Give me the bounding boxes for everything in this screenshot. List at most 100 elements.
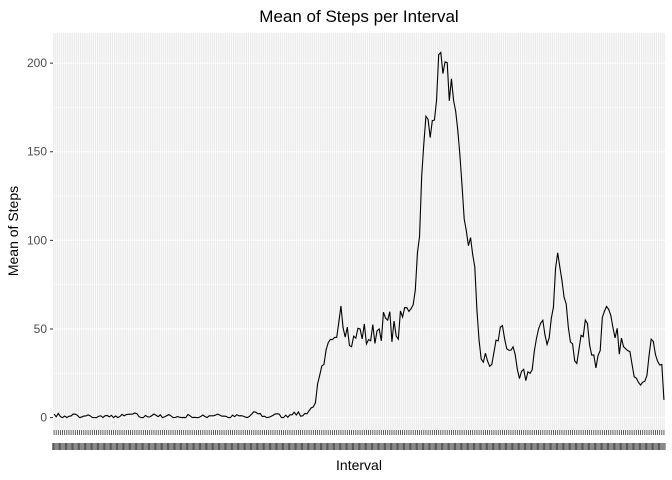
x-tick-label <box>362 443 367 450</box>
x-tick-label <box>358 443 362 450</box>
x-tick-label <box>398 443 403 450</box>
x-tick-label <box>109 443 114 450</box>
x-tick-label <box>483 443 488 450</box>
chart-title: Mean of Steps per Interval <box>259 7 458 26</box>
x-tick-label <box>456 443 460 450</box>
x-tick-label <box>239 443 243 450</box>
x-tick-label <box>207 443 211 450</box>
x-tick-label <box>477 443 481 450</box>
x-tick-label <box>383 443 388 450</box>
x-tick-label <box>198 443 203 450</box>
x-tick-label <box>226 443 231 450</box>
x-tick-label <box>453 443 458 450</box>
x-tick-label <box>179 443 184 450</box>
x-tick-label <box>653 443 658 450</box>
x-tick-label <box>286 443 290 450</box>
x-tick-label <box>598 443 602 450</box>
x-tick-label <box>405 443 409 450</box>
x-tick-label <box>513 443 517 450</box>
x-tick-label <box>324 443 328 450</box>
x-tick-label <box>279 443 284 450</box>
x-tick-label <box>621 443 626 450</box>
x-tick-label <box>498 443 503 450</box>
x-tick-label <box>364 443 369 450</box>
x-tick-label <box>128 443 133 450</box>
x-tick-label <box>90 443 95 450</box>
x-tick-label <box>394 443 398 450</box>
x-tick-label <box>485 443 490 450</box>
x-tick-label <box>162 443 167 450</box>
x-tick-label <box>143 443 148 450</box>
x-tick-label <box>264 443 269 450</box>
x-axis-ticks <box>53 430 665 435</box>
x-tick-label <box>347 443 352 450</box>
x-tick-label <box>96 443 101 450</box>
x-tick-label <box>139 443 143 450</box>
x-tick-label <box>351 443 356 450</box>
x-tick-label <box>528 443 532 450</box>
x-tick-label <box>94 443 99 450</box>
x-tick-label <box>581 443 585 450</box>
x-tick-label <box>190 443 194 450</box>
x-tick-label <box>52 443 56 450</box>
x-tick-label <box>317 443 322 450</box>
x-tick-label <box>640 443 645 450</box>
x-tick-label <box>422 443 426 450</box>
x-tick-label <box>490 443 494 450</box>
x-tick-label <box>130 443 135 450</box>
x-tick-label <box>211 443 216 450</box>
x-tick-label <box>62 443 67 450</box>
x-tick-label <box>99 443 103 450</box>
x-tick-label <box>547 443 551 450</box>
x-tick-label <box>256 443 260 450</box>
x-tick-label <box>536 443 541 450</box>
x-tick-label <box>638 443 643 450</box>
x-tick-label <box>647 443 651 450</box>
x-tick-label <box>579 443 583 450</box>
x-tick-label <box>167 443 171 450</box>
x-tick-label <box>141 443 146 450</box>
x-tick-label <box>458 443 462 450</box>
x-tick-label <box>373 443 377 450</box>
x-tick-label <box>241 443 245 450</box>
series-line-mean-steps <box>53 51 665 419</box>
x-tick-label <box>283 443 288 450</box>
x-tick-label <box>330 443 335 450</box>
x-tick-label <box>509 443 513 450</box>
x-tick-label <box>645 443 649 450</box>
x-tick-label <box>396 443 401 450</box>
x-tick-label <box>192 443 197 450</box>
x-tick-label <box>122 443 126 450</box>
x-tick-label <box>230 443 235 450</box>
x-tick-label <box>613 443 617 450</box>
x-tick-label <box>553 443 558 450</box>
x-tick-label <box>232 443 237 450</box>
x-tick-label <box>562 443 566 450</box>
x-tick-label <box>218 443 222 450</box>
x-tick-label <box>169 443 173 450</box>
x-tick-label <box>432 443 437 450</box>
x-tick-label <box>124 443 129 450</box>
x-tick-label <box>337 443 341 450</box>
x-tick-label <box>343 443 347 450</box>
x-tick-label <box>592 443 596 450</box>
x-tick-label <box>407 443 411 450</box>
x-tick-label <box>60 443 65 450</box>
x-tick-label <box>611 443 615 450</box>
x-tick-label <box>604 443 609 450</box>
x-tick-label <box>307 443 311 450</box>
x-tick-label <box>417 443 422 450</box>
x-tick-label <box>464 443 469 450</box>
x-tick-label <box>558 443 562 450</box>
y-axis-ticks: 0 50 100 150 200 <box>27 56 53 425</box>
x-tick-label <box>632 443 636 450</box>
x-tick-label <box>56 443 61 450</box>
x-tick-label <box>515 443 520 450</box>
x-tick-label <box>381 443 386 450</box>
x-tick-label <box>534 443 539 450</box>
x-tick-label <box>594 443 598 450</box>
x-tick-label <box>451 443 456 450</box>
x-tick-label <box>88 443 92 450</box>
x-tick-label <box>430 443 435 450</box>
x-tick-label <box>643 443 647 450</box>
